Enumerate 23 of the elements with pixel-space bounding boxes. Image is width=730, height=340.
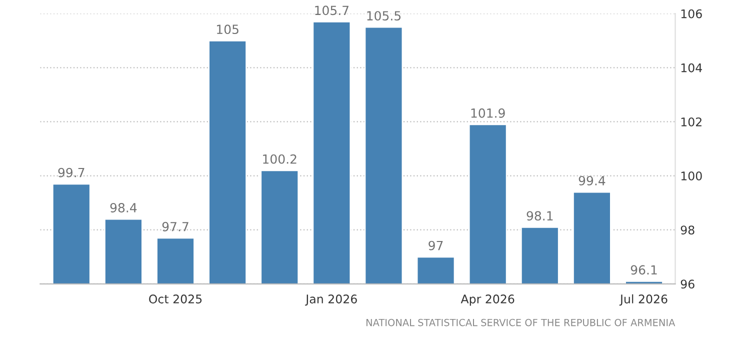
x-tick-label: Oct 2025 <box>149 294 202 304</box>
y-tick-label: 100 <box>681 172 702 180</box>
x-tick-label: Jul 2026 <box>619 294 668 306</box>
x-tick-label: Apr 2026 <box>460 294 514 306</box>
data-label: 100.2 <box>263 154 296 164</box>
y-tick-label: 104 <box>681 63 702 72</box>
data-label: 105.7 <box>315 6 348 16</box>
data-label: 98.1 <box>526 211 553 221</box>
data-label: 99.7 <box>58 168 84 178</box>
data-label: 97 <box>428 240 443 250</box>
y-tick-label: 106 <box>681 9 702 18</box>
data-label: 97.7 <box>162 222 188 232</box>
y-tick-label: 98 <box>680 226 694 234</box>
data-label: 105 <box>217 24 238 34</box>
data-label: 96.1 <box>630 265 657 275</box>
data-label: 98.4 <box>110 202 137 212</box>
y-tick-label: 102 <box>681 117 702 126</box>
data-label: 101.9 <box>471 108 505 118</box>
y-tick-label: 96 <box>680 280 694 289</box>
data-label: 105.5 <box>367 11 401 21</box>
text: NATIONAL STATISTICAL SERVICE OF THE REPUBLIC OF ARMENIA <box>366 318 676 326</box>
data-label: 99.4 <box>578 176 606 186</box>
x-tick-label: Jan 2026 <box>305 294 357 306</box>
